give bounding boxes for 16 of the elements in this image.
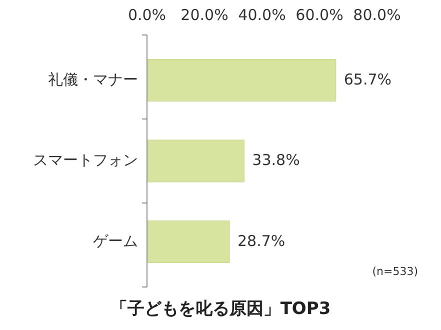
data-label: 65.7% bbox=[344, 70, 392, 88]
x-tick-label: 40.0% bbox=[238, 6, 286, 24]
y-tick-label: スマートフォン bbox=[33, 151, 138, 170]
annotation: (n=533) bbox=[372, 265, 418, 278]
data-label: 28.7% bbox=[238, 232, 286, 250]
data-label: 33.8% bbox=[252, 151, 300, 170]
x-tick-label: 20.0% bbox=[180, 6, 228, 24]
x-tick-label: 80.0% bbox=[353, 6, 401, 24]
x-tick-label: 60.0% bbox=[296, 6, 344, 24]
text: 「子どもを叱る原因」TOP3 bbox=[110, 299, 331, 319]
x-tick-label: 0.0% bbox=[128, 6, 166, 24]
bar bbox=[146, 58, 336, 102]
y-tick-label: 礼儀・マナー bbox=[48, 70, 138, 88]
bar bbox=[146, 220, 230, 264]
y-tick-label: ゲーム bbox=[93, 232, 138, 250]
bar bbox=[146, 140, 244, 182]
